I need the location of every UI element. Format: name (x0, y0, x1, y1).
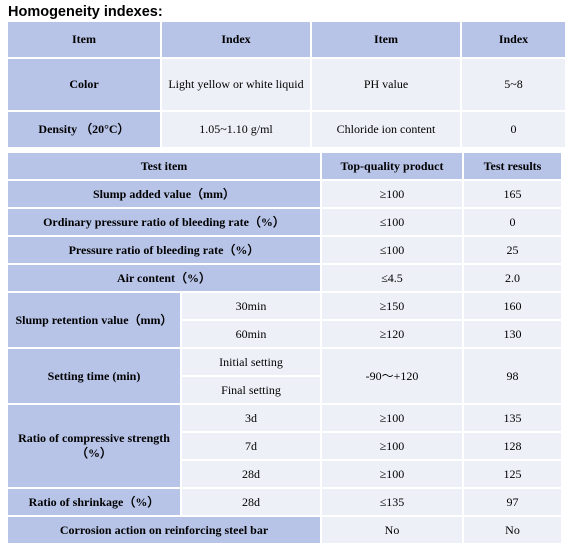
header-index: Index (162, 22, 310, 57)
cell-spec: ≥120 (322, 321, 462, 347)
homogeneity-table: Item Index Item Index Color Light yellow… (6, 20, 567, 149)
table-header-row: Test item Top-quality product Test resul… (8, 153, 561, 179)
header-item: Item (8, 22, 160, 57)
cell-result: 97 (464, 489, 561, 515)
cell-spec: ≥100 (322, 433, 462, 459)
cell-value: 5~8 (462, 59, 565, 110)
cell-item: PH value (312, 59, 460, 110)
row-label: Ratio of compressive strength（%） (8, 405, 180, 487)
cell-result: 2.0 (464, 265, 561, 291)
cell-spec: -90～+120 (322, 349, 462, 403)
cell-sub-item: 60min (182, 321, 320, 347)
cell-sub-item: 30min (182, 293, 320, 319)
cell-result: 160 (464, 293, 561, 319)
cell-spec: No (322, 517, 462, 543)
cell-sub-item: 7d (182, 433, 320, 459)
cell-spec: ≥100 (322, 181, 462, 207)
table-row: Slump added value（mm） ≥100 165 (8, 181, 561, 207)
cell-item: Chloride ion content (312, 112, 460, 147)
cell-result: 135 (464, 405, 561, 431)
cell-result: 98 (464, 349, 561, 403)
row-label: Slump retention value（mm） (8, 293, 180, 347)
table-row: Air content（%） ≤4.5 2.0 (8, 265, 561, 291)
table-row: Ratio of compressive strength（%） 3d ≥100… (8, 405, 561, 487)
cell-spec: ≥100 (322, 461, 462, 487)
table-row: 28d ≥100 125 (8, 461, 561, 487)
cell-spec: ≥150 (322, 293, 462, 319)
header-top-quality: Top-quality product (322, 153, 462, 179)
header-test-results: Test results (464, 153, 561, 179)
row-label: Pressure ratio of bleeding rate（%） (8, 237, 320, 263)
header-index: Index (462, 22, 565, 57)
performance-table: Test item Top-quality product Test resul… (6, 151, 563, 545)
row-label: Ratio of shrinkage（%） (8, 489, 180, 515)
table-row: Color Light yellow or white liquid PH va… (8, 59, 565, 110)
row-label: Air content（%） (8, 265, 320, 291)
cell-result: 130 (464, 321, 561, 347)
cell-value: Light yellow or white liquid (162, 59, 310, 110)
cell-sub-item: Initial setting (182, 349, 320, 375)
cell-result: 25 (464, 237, 561, 263)
table-row: Pressure ratio of bleeding rate（%） ≤100 … (8, 237, 561, 263)
section-heading: Homogeneity indexes: (8, 4, 163, 20)
row-label: Density （20°C） (8, 112, 160, 147)
row-label: Slump added value（mm） (8, 181, 320, 207)
cell-result: 125 (464, 461, 561, 487)
cell-result: No (464, 517, 561, 543)
table-row: Slump retention value（mm） 30min ≥150 160 (8, 293, 561, 347)
table-row: 60min ≥120 130 (8, 321, 561, 347)
row-label: Ordinary pressure ratio of bleeding rate… (8, 209, 320, 235)
cell-value: 0 (462, 112, 565, 147)
cell-spec: ≤4.5 (322, 265, 462, 291)
cell-value: 1.05~1.10 g/ml (162, 112, 310, 147)
table-header-row: Item Index Item Index (8, 22, 565, 57)
cell-sub-item: 28d (182, 461, 320, 487)
cell-spec: ≤100 (322, 209, 462, 235)
cell-spec: ≥100 (322, 405, 462, 431)
cell-result: 165 (464, 181, 561, 207)
table-row: Final setting (8, 377, 561, 403)
cell-spec: ≤135 (322, 489, 462, 515)
row-label: Corrosion action on reinforcing steel ba… (8, 517, 320, 543)
header-item: Item (312, 22, 460, 57)
cell-spec: ≤100 (322, 237, 462, 263)
table-row: 7d ≥100 128 (8, 433, 561, 459)
table-row: Density （20°C） 1.05~1.10 g/ml Chloride i… (8, 112, 565, 147)
row-label: Color (8, 59, 160, 110)
table-row: Corrosion action on reinforcing steel ba… (8, 517, 561, 543)
header-test-item: Test item (8, 153, 320, 179)
cell-sub-item: Final setting (182, 377, 320, 403)
cell-sub-item: 3d (182, 405, 320, 431)
row-label: Setting time (min) (8, 349, 180, 403)
table-row: Ratio of shrinkage（%） 28d ≤135 97 (8, 489, 561, 515)
cell-result: 0 (464, 209, 561, 235)
cell-result: 128 (464, 433, 561, 459)
cell-sub-item: 28d (182, 489, 320, 515)
table-row: Setting time (min) Initial setting -90～+… (8, 349, 561, 403)
table-row: Ordinary pressure ratio of bleeding rate… (8, 209, 561, 235)
